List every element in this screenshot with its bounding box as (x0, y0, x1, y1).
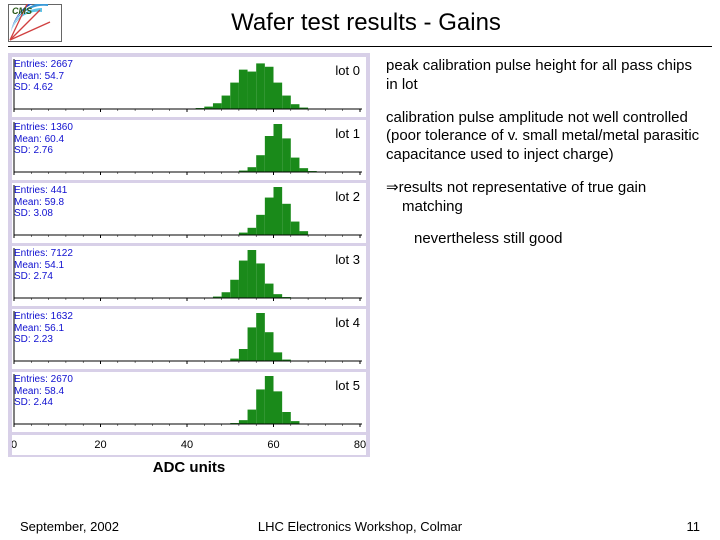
histogram-panel: Entries: 441Mean: 59.8SD: 3.08 lot 2 (12, 183, 366, 243)
svg-text:60: 60 (267, 439, 279, 450)
note-1: peak calibration pulse height for all pa… (386, 57, 704, 95)
logo: CMS (8, 4, 62, 42)
histogram-panel: Entries: 7122Mean: 54.1SD: 2.74 lot 3 (12, 246, 366, 306)
lot-label: lot 3 (335, 252, 360, 267)
stats-box: Entries: 1632Mean: 56.1SD: 2.23 (14, 311, 73, 346)
lot-label: lot 2 (335, 189, 360, 204)
stats-box: Entries: 2670Mean: 58.4SD: 2.44 (14, 374, 73, 409)
note-4: nevertheless still good (386, 230, 704, 249)
x-axis-label: ADC units (8, 457, 370, 476)
x-axis: 0 20 40 60 80 (12, 435, 366, 455)
logo-text: CMS (12, 6, 32, 16)
chart-block: Entries: 2667Mean: 54.7SD: 4.62lot 0Entr… (8, 53, 370, 476)
histogram-panel: Entries: 1360Mean: 60.4SD: 2.76 lot 1 (12, 120, 366, 180)
arrow-icon: ⇒ (386, 179, 399, 196)
body: Entries: 2667Mean: 54.7SD: 4.62lot 0Entr… (0, 53, 720, 476)
stats-box: Entries: 2667Mean: 54.7SD: 4.62 (14, 59, 73, 94)
footer-venue: LHC Electronics Workshop, Colmar (0, 519, 720, 534)
header: CMS Wafer test results - Gains (0, 0, 720, 44)
lot-label: lot 5 (335, 378, 360, 393)
footer: September, 2002 LHC Electronics Workshop… (0, 519, 720, 534)
histogram-stack: Entries: 2667Mean: 54.7SD: 4.62lot 0Entr… (8, 53, 370, 457)
svg-text:0: 0 (12, 439, 17, 450)
note-2: calibration pulse amplitude not well con… (386, 109, 704, 165)
svg-text:40: 40 (181, 439, 193, 450)
notes: peak calibration pulse height for all pa… (370, 53, 712, 476)
stats-box: Entries: 1360Mean: 60.4SD: 2.76 (14, 122, 73, 157)
note-3: ⇒results not representative of true gain… (386, 179, 704, 217)
slide: CMS Wafer test results - Gains Entries: … (0, 0, 720, 540)
svg-text:80: 80 (354, 439, 366, 450)
svg-text:20: 20 (94, 439, 106, 450)
histogram-panel: Entries: 2667Mean: 54.7SD: 4.62 lot 0 (12, 57, 366, 117)
lot-label: lot 0 (335, 63, 360, 78)
histogram-panel: Entries: 2670Mean: 58.4SD: 2.44 lot 5 (12, 372, 366, 432)
lot-label: lot 4 (335, 315, 360, 330)
histogram-panel: Entries: 1632Mean: 56.1SD: 2.23 lot 4 (12, 309, 366, 369)
lot-label: lot 1 (335, 126, 360, 141)
divider (8, 46, 712, 47)
stats-box: Entries: 7122Mean: 54.1SD: 2.74 (14, 248, 73, 283)
stats-box: Entries: 441Mean: 59.8SD: 3.08 (14, 185, 67, 220)
page-title: Wafer test results - Gains (80, 9, 652, 37)
